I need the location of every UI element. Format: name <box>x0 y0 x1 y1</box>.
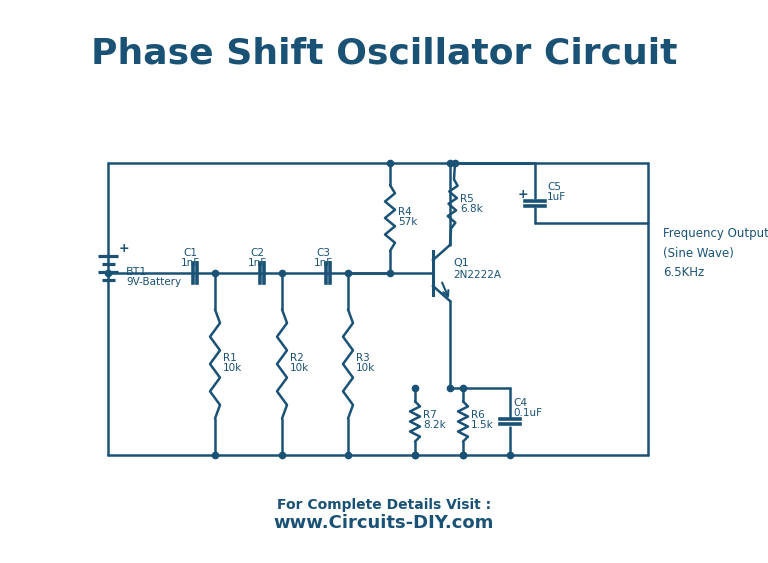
Text: 0.1uF: 0.1uF <box>513 409 542 418</box>
Text: R1: R1 <box>223 353 237 363</box>
Text: C3: C3 <box>316 248 330 258</box>
Text: For Complete Details Visit :: For Complete Details Visit : <box>277 498 491 512</box>
Text: R7: R7 <box>423 410 437 421</box>
Text: Phase Shift Oscillator Circuit: Phase Shift Oscillator Circuit <box>91 36 677 70</box>
Text: BT1: BT1 <box>126 267 147 277</box>
Text: 9V-Battery: 9V-Battery <box>126 277 181 287</box>
Text: R6: R6 <box>471 410 485 421</box>
Text: C4: C4 <box>513 399 527 409</box>
Text: 6.8k: 6.8k <box>460 204 483 214</box>
Text: Q1: Q1 <box>453 258 468 268</box>
Text: +: + <box>518 189 528 202</box>
Text: +: + <box>119 242 129 254</box>
Text: www.Circuits-DIY.com: www.Circuits-DIY.com <box>274 514 494 532</box>
Text: R3: R3 <box>356 353 369 363</box>
Text: 8.2k: 8.2k <box>423 421 445 431</box>
Text: 1nF: 1nF <box>247 258 266 268</box>
Text: 10k: 10k <box>290 363 310 373</box>
Text: 1uF: 1uF <box>547 192 566 202</box>
Text: R4: R4 <box>398 207 412 217</box>
Text: Frequency Output
(Sine Wave)
6.5KHz: Frequency Output (Sine Wave) 6.5KHz <box>663 227 768 279</box>
Text: 1nF: 1nF <box>313 258 333 268</box>
Text: 2N2222A: 2N2222A <box>453 270 501 280</box>
Text: C5: C5 <box>547 182 561 192</box>
Text: C1: C1 <box>183 248 197 258</box>
Text: 1nF: 1nF <box>180 258 200 268</box>
Text: R5: R5 <box>460 194 474 204</box>
Text: 57k: 57k <box>398 217 417 227</box>
Text: 10k: 10k <box>223 363 242 373</box>
Text: 10k: 10k <box>356 363 376 373</box>
Text: 1.5k: 1.5k <box>471 421 494 431</box>
Text: R2: R2 <box>290 353 304 363</box>
Text: C2: C2 <box>250 248 264 258</box>
